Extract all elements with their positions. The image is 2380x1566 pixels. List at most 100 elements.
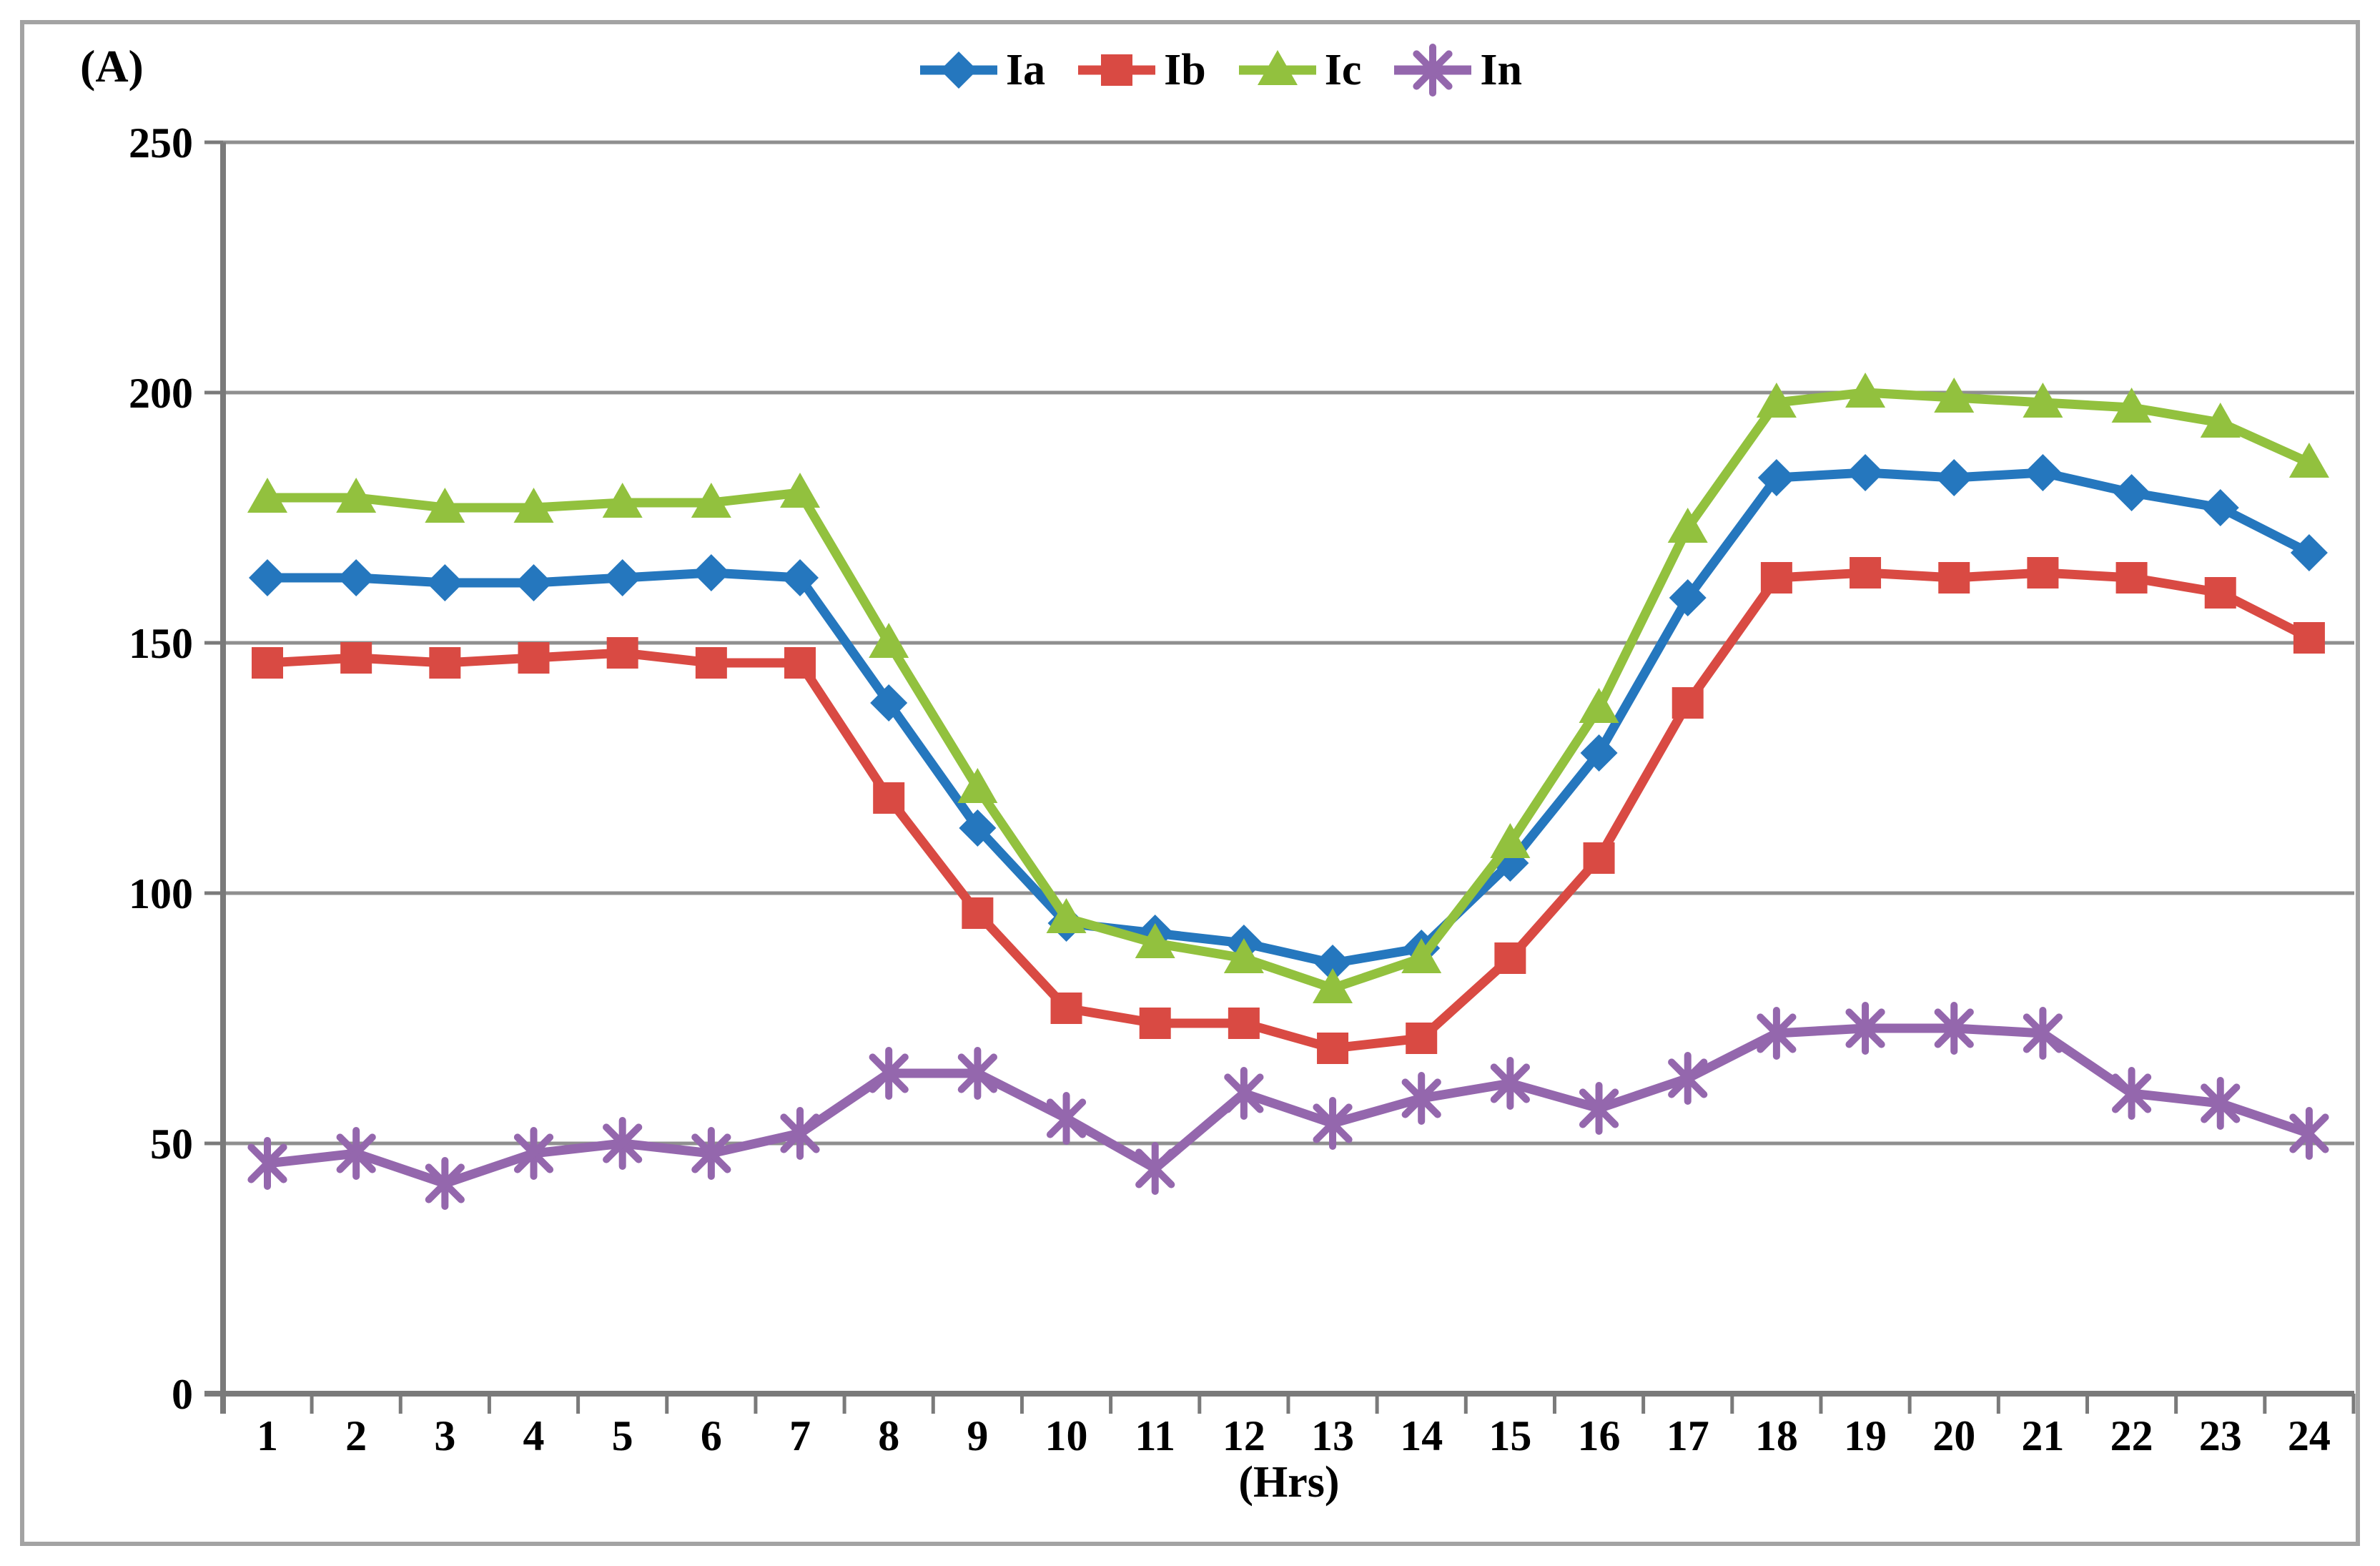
series-marker-Ib xyxy=(1938,562,1970,594)
y-tick-label: 50 xyxy=(150,1121,193,1168)
x-tick-label: 9 xyxy=(967,1412,988,1459)
series-marker-Ib xyxy=(1228,1008,1260,1039)
series-line-Ic xyxy=(262,388,2314,993)
x-tick-label: 23 xyxy=(2199,1412,2242,1459)
series-marker-Ib xyxy=(873,782,905,814)
series-marker-In xyxy=(957,1053,997,1093)
series-marker-Ic xyxy=(1845,373,1886,408)
x-tick-label: 18 xyxy=(1755,1412,1798,1459)
series-marker-In xyxy=(869,1053,909,1093)
series-marker-In xyxy=(691,1133,731,1173)
series-marker-Ib xyxy=(1406,1023,1438,1054)
series-line-Ia xyxy=(262,468,2314,968)
x-tick-label: 19 xyxy=(1844,1412,1887,1459)
series-marker-Ib xyxy=(1317,1033,1349,1064)
series-marker-Ib xyxy=(1760,562,1792,594)
series-marker-In xyxy=(425,1163,465,1203)
series-marker-Ic xyxy=(957,768,998,803)
series-marker-In xyxy=(1934,1008,1974,1048)
x-tick-label: 6 xyxy=(701,1412,722,1459)
series-marker-Ia xyxy=(337,559,375,596)
series-marker-In xyxy=(1490,1063,1531,1103)
series-marker-Ia xyxy=(959,809,997,847)
series-marker-In xyxy=(1757,1013,1797,1053)
legend-item-Ic: Ic xyxy=(1238,41,1361,99)
series-marker-Ia xyxy=(1669,579,1707,616)
series-marker-In xyxy=(247,1143,287,1183)
series-marker-Ia xyxy=(1935,459,1973,496)
series-marker-In xyxy=(2023,1013,2063,1053)
series-marker-Ic xyxy=(2288,443,2329,478)
series-marker-Ia xyxy=(2024,454,2062,491)
x-tick-label: 11 xyxy=(1135,1412,1175,1459)
series-marker-Ia xyxy=(1314,945,1352,982)
series-marker-In xyxy=(513,1133,554,1173)
series-marker-Ia xyxy=(1757,459,1795,496)
series-marker-Ib xyxy=(2293,622,2325,654)
series-marker-In xyxy=(1313,1103,1353,1143)
series-marker-Ia xyxy=(2201,489,2239,526)
legend-marker-diamond-icon xyxy=(919,51,997,89)
series-marker-Ic xyxy=(1579,688,1619,723)
series-marker-Ic xyxy=(1046,898,1087,933)
series-marker-Ic xyxy=(1934,378,1975,413)
series-marker-In xyxy=(1845,1008,1885,1048)
series-marker-In xyxy=(1135,1148,1175,1188)
figure-border xyxy=(20,20,2360,1546)
series-marker-Ib xyxy=(2027,557,2059,589)
series-marker-In xyxy=(1401,1078,1441,1118)
series-marker-Ia xyxy=(515,564,553,601)
series-marker-Ia xyxy=(870,684,908,722)
series-marker-In xyxy=(2111,1073,2152,1113)
series-marker-Ib xyxy=(695,647,727,679)
series-marker-In xyxy=(1046,1098,1087,1138)
legend-label: In xyxy=(1480,46,1523,94)
legend-item-Ib: Ib xyxy=(1077,41,1206,99)
series-marker-Ib xyxy=(518,642,550,674)
series-marker-Ib xyxy=(252,647,283,679)
y-tick-label: 250 xyxy=(129,119,193,167)
series-marker-Ic xyxy=(336,478,377,513)
y-tick-label: 200 xyxy=(129,370,193,417)
series-marker-Ib xyxy=(606,637,638,669)
series-marker-Ic xyxy=(425,488,465,523)
series-marker-In xyxy=(1224,1073,1264,1113)
series-marker-Ib xyxy=(1050,993,1082,1024)
x-tick-label: 7 xyxy=(789,1412,811,1459)
series-marker-Ia xyxy=(781,559,819,596)
series-line-In xyxy=(262,1023,2314,1188)
series-marker-Ic xyxy=(247,478,287,513)
series-marker-Ib xyxy=(1494,942,1526,974)
series-marker-Ib xyxy=(1850,557,1882,589)
legend-marker-square-icon xyxy=(1078,54,1156,86)
legend-label: Ia xyxy=(1005,46,1046,94)
y-tick-label: 100 xyxy=(129,870,193,917)
series-marker-Ic xyxy=(1401,938,1442,973)
series-marker-Ic xyxy=(1667,508,1708,543)
series-marker-Ib xyxy=(429,647,461,679)
series-marker-Ia xyxy=(603,559,641,596)
legend-marker-shape xyxy=(1257,50,1298,85)
series-marker-Ia xyxy=(692,554,730,591)
series-marker-Ia xyxy=(249,559,286,596)
chart-legend: Ia Ib Ic In xyxy=(919,41,1522,99)
x-tick-label: 22 xyxy=(2110,1412,2153,1459)
series-marker-Ic xyxy=(691,483,731,518)
series-marker-Ic xyxy=(2023,383,2063,418)
series-marker-Ia xyxy=(2290,534,2328,571)
series-marker-In xyxy=(780,1113,820,1153)
x-tick-label: 14 xyxy=(1400,1412,1443,1459)
series-marker-Ic xyxy=(602,483,643,518)
series-marker-Ic xyxy=(1135,923,1175,958)
series-marker-Ib xyxy=(340,642,372,674)
series-marker-Ic xyxy=(1223,938,1264,973)
series-marker-In xyxy=(336,1133,376,1173)
x-tick-label: 15 xyxy=(1488,1412,1531,1459)
series-marker-Ib xyxy=(2115,562,2148,594)
series-marker-Ia xyxy=(2113,474,2151,511)
legend-marker-asterisk-icon xyxy=(1394,44,1472,97)
x-tick-label: 4 xyxy=(523,1412,545,1459)
legend-marker-shape xyxy=(1101,54,1133,86)
y-tick-label: 150 xyxy=(129,620,193,667)
